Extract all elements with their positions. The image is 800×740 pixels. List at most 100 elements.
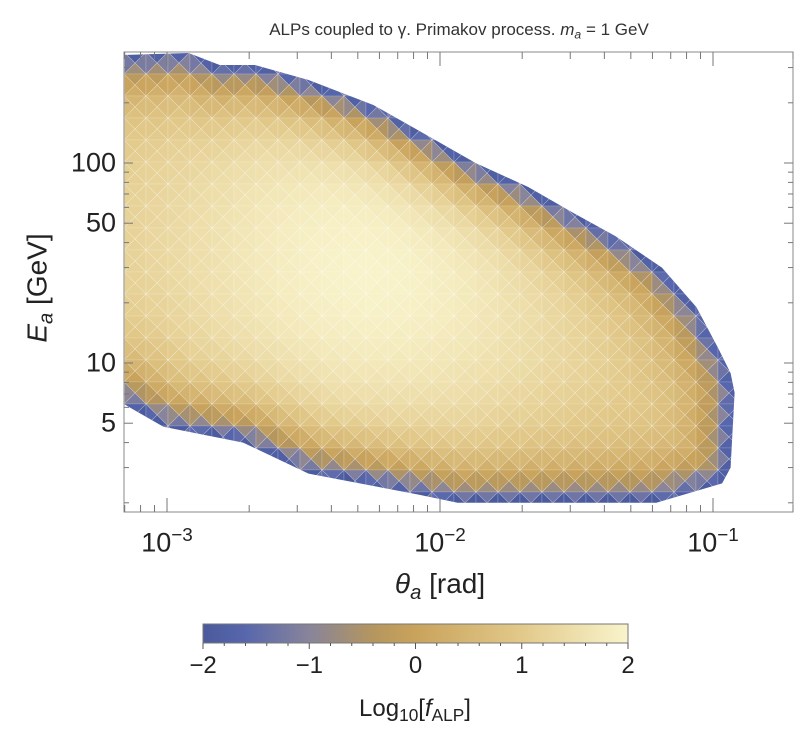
heatmap-cell xyxy=(541,249,554,273)
heatmap-cell xyxy=(409,425,422,449)
heatmap-cell xyxy=(717,304,735,317)
heatmap-cell xyxy=(563,425,576,449)
heatmap-cell xyxy=(475,337,488,361)
heatmap-cell xyxy=(409,52,422,75)
heatmap-cell xyxy=(321,73,345,86)
heatmap-cell xyxy=(717,95,735,108)
heatmap-cell xyxy=(387,52,411,64)
heatmap-cell xyxy=(365,293,378,317)
heatmap-cell xyxy=(398,95,411,119)
heatmap-cell xyxy=(717,447,730,471)
heatmap-cell xyxy=(762,250,784,261)
heatmap-cell xyxy=(773,184,784,206)
heatmap-cell xyxy=(629,95,642,119)
heatmap-cell xyxy=(629,293,642,317)
heatmap-cell xyxy=(673,216,697,229)
heatmap-cell xyxy=(585,117,598,141)
heatmap-cell xyxy=(607,95,631,108)
colorbar-tick-label: −1 xyxy=(295,652,323,679)
heatmap-cell xyxy=(189,447,202,471)
heatmap-cell xyxy=(740,492,751,514)
heatmap-cell xyxy=(124,249,136,273)
heatmap-cell xyxy=(740,140,762,151)
heatmap-cell xyxy=(651,194,675,207)
heatmap-cell xyxy=(453,62,477,75)
heatmap-cells xyxy=(124,52,800,514)
heatmap-cell xyxy=(773,294,784,316)
heatmap-cell xyxy=(784,404,800,415)
heatmap-cell xyxy=(651,381,664,405)
heatmap-cell xyxy=(585,172,609,185)
heatmap-cell xyxy=(673,205,686,229)
heatmap-cell xyxy=(563,183,587,196)
heatmap-cell xyxy=(365,491,378,503)
heatmap-cell xyxy=(244,447,257,471)
heatmap-cell xyxy=(607,52,631,64)
heatmap-cell xyxy=(673,183,697,196)
heatmap-cell xyxy=(784,217,800,228)
heatmap-cell xyxy=(563,271,576,295)
heatmap-cell xyxy=(717,227,730,251)
heatmap-cell xyxy=(651,216,675,229)
heatmap-cell xyxy=(740,85,762,96)
heatmap-cell xyxy=(497,95,510,119)
heatmap-cell xyxy=(563,337,576,361)
heatmap-cell xyxy=(740,184,762,195)
heatmap-cell xyxy=(541,117,554,141)
heatmap-cell xyxy=(519,205,532,229)
heatmap-cell xyxy=(124,469,147,482)
heatmap-cell xyxy=(784,316,800,327)
heatmap-cell xyxy=(740,239,762,250)
heatmap-cell xyxy=(255,249,268,273)
heatmap-cell xyxy=(453,73,477,86)
heatmap-cell xyxy=(497,227,510,251)
colorbar-tick-label: 2 xyxy=(621,652,635,679)
heatmap-cell xyxy=(673,249,686,273)
heatmap-cell xyxy=(596,183,609,207)
heatmap-cell xyxy=(519,227,532,251)
heatmap-cell xyxy=(211,271,224,295)
heatmap-cell xyxy=(541,381,554,405)
heatmap-cell xyxy=(673,161,686,185)
heatmap-cell xyxy=(167,436,191,449)
heatmap-cell xyxy=(607,95,620,119)
heatmap-cell xyxy=(453,161,466,185)
heatmap-cell xyxy=(607,117,620,141)
heatmap-cell xyxy=(387,249,400,273)
heatmap-cell xyxy=(740,107,762,118)
heatmap-cell xyxy=(629,491,642,503)
heatmap-cell xyxy=(673,139,697,152)
heatmap-cell xyxy=(145,469,169,482)
heatmap-cell xyxy=(740,129,762,140)
heatmap-cell xyxy=(651,238,675,251)
heatmap-cell xyxy=(453,117,466,141)
heatmap-cell xyxy=(299,249,312,273)
heatmap-cell xyxy=(387,359,400,383)
heatmap-cell xyxy=(167,458,191,471)
heatmap-cell xyxy=(475,205,488,229)
heatmap-cell xyxy=(145,139,158,163)
heatmap-cell xyxy=(717,491,730,503)
heatmap-cell xyxy=(762,349,784,360)
heatmap-cell xyxy=(740,162,762,173)
heatmap-cell xyxy=(629,62,653,75)
heatmap-cell xyxy=(189,293,202,317)
heatmap-cell xyxy=(409,183,422,207)
heatmap-cell xyxy=(475,403,488,427)
heatmap-cell xyxy=(519,73,532,97)
heatmap-cell xyxy=(508,52,521,75)
heatmap-cell xyxy=(773,338,784,360)
heatmap-cell xyxy=(607,469,620,493)
heatmap-cell xyxy=(365,491,389,503)
heatmap-cell xyxy=(124,491,147,503)
heatmap-cell xyxy=(773,426,784,448)
heatmap-cell xyxy=(211,447,224,471)
heatmap-cell xyxy=(740,228,762,239)
heatmap-cell xyxy=(431,183,444,207)
heatmap-cell xyxy=(464,95,477,119)
heatmap-cell xyxy=(211,183,224,207)
heatmap-cell xyxy=(167,205,180,229)
heatmap-cell xyxy=(541,205,554,229)
heatmap-cell xyxy=(728,315,735,339)
